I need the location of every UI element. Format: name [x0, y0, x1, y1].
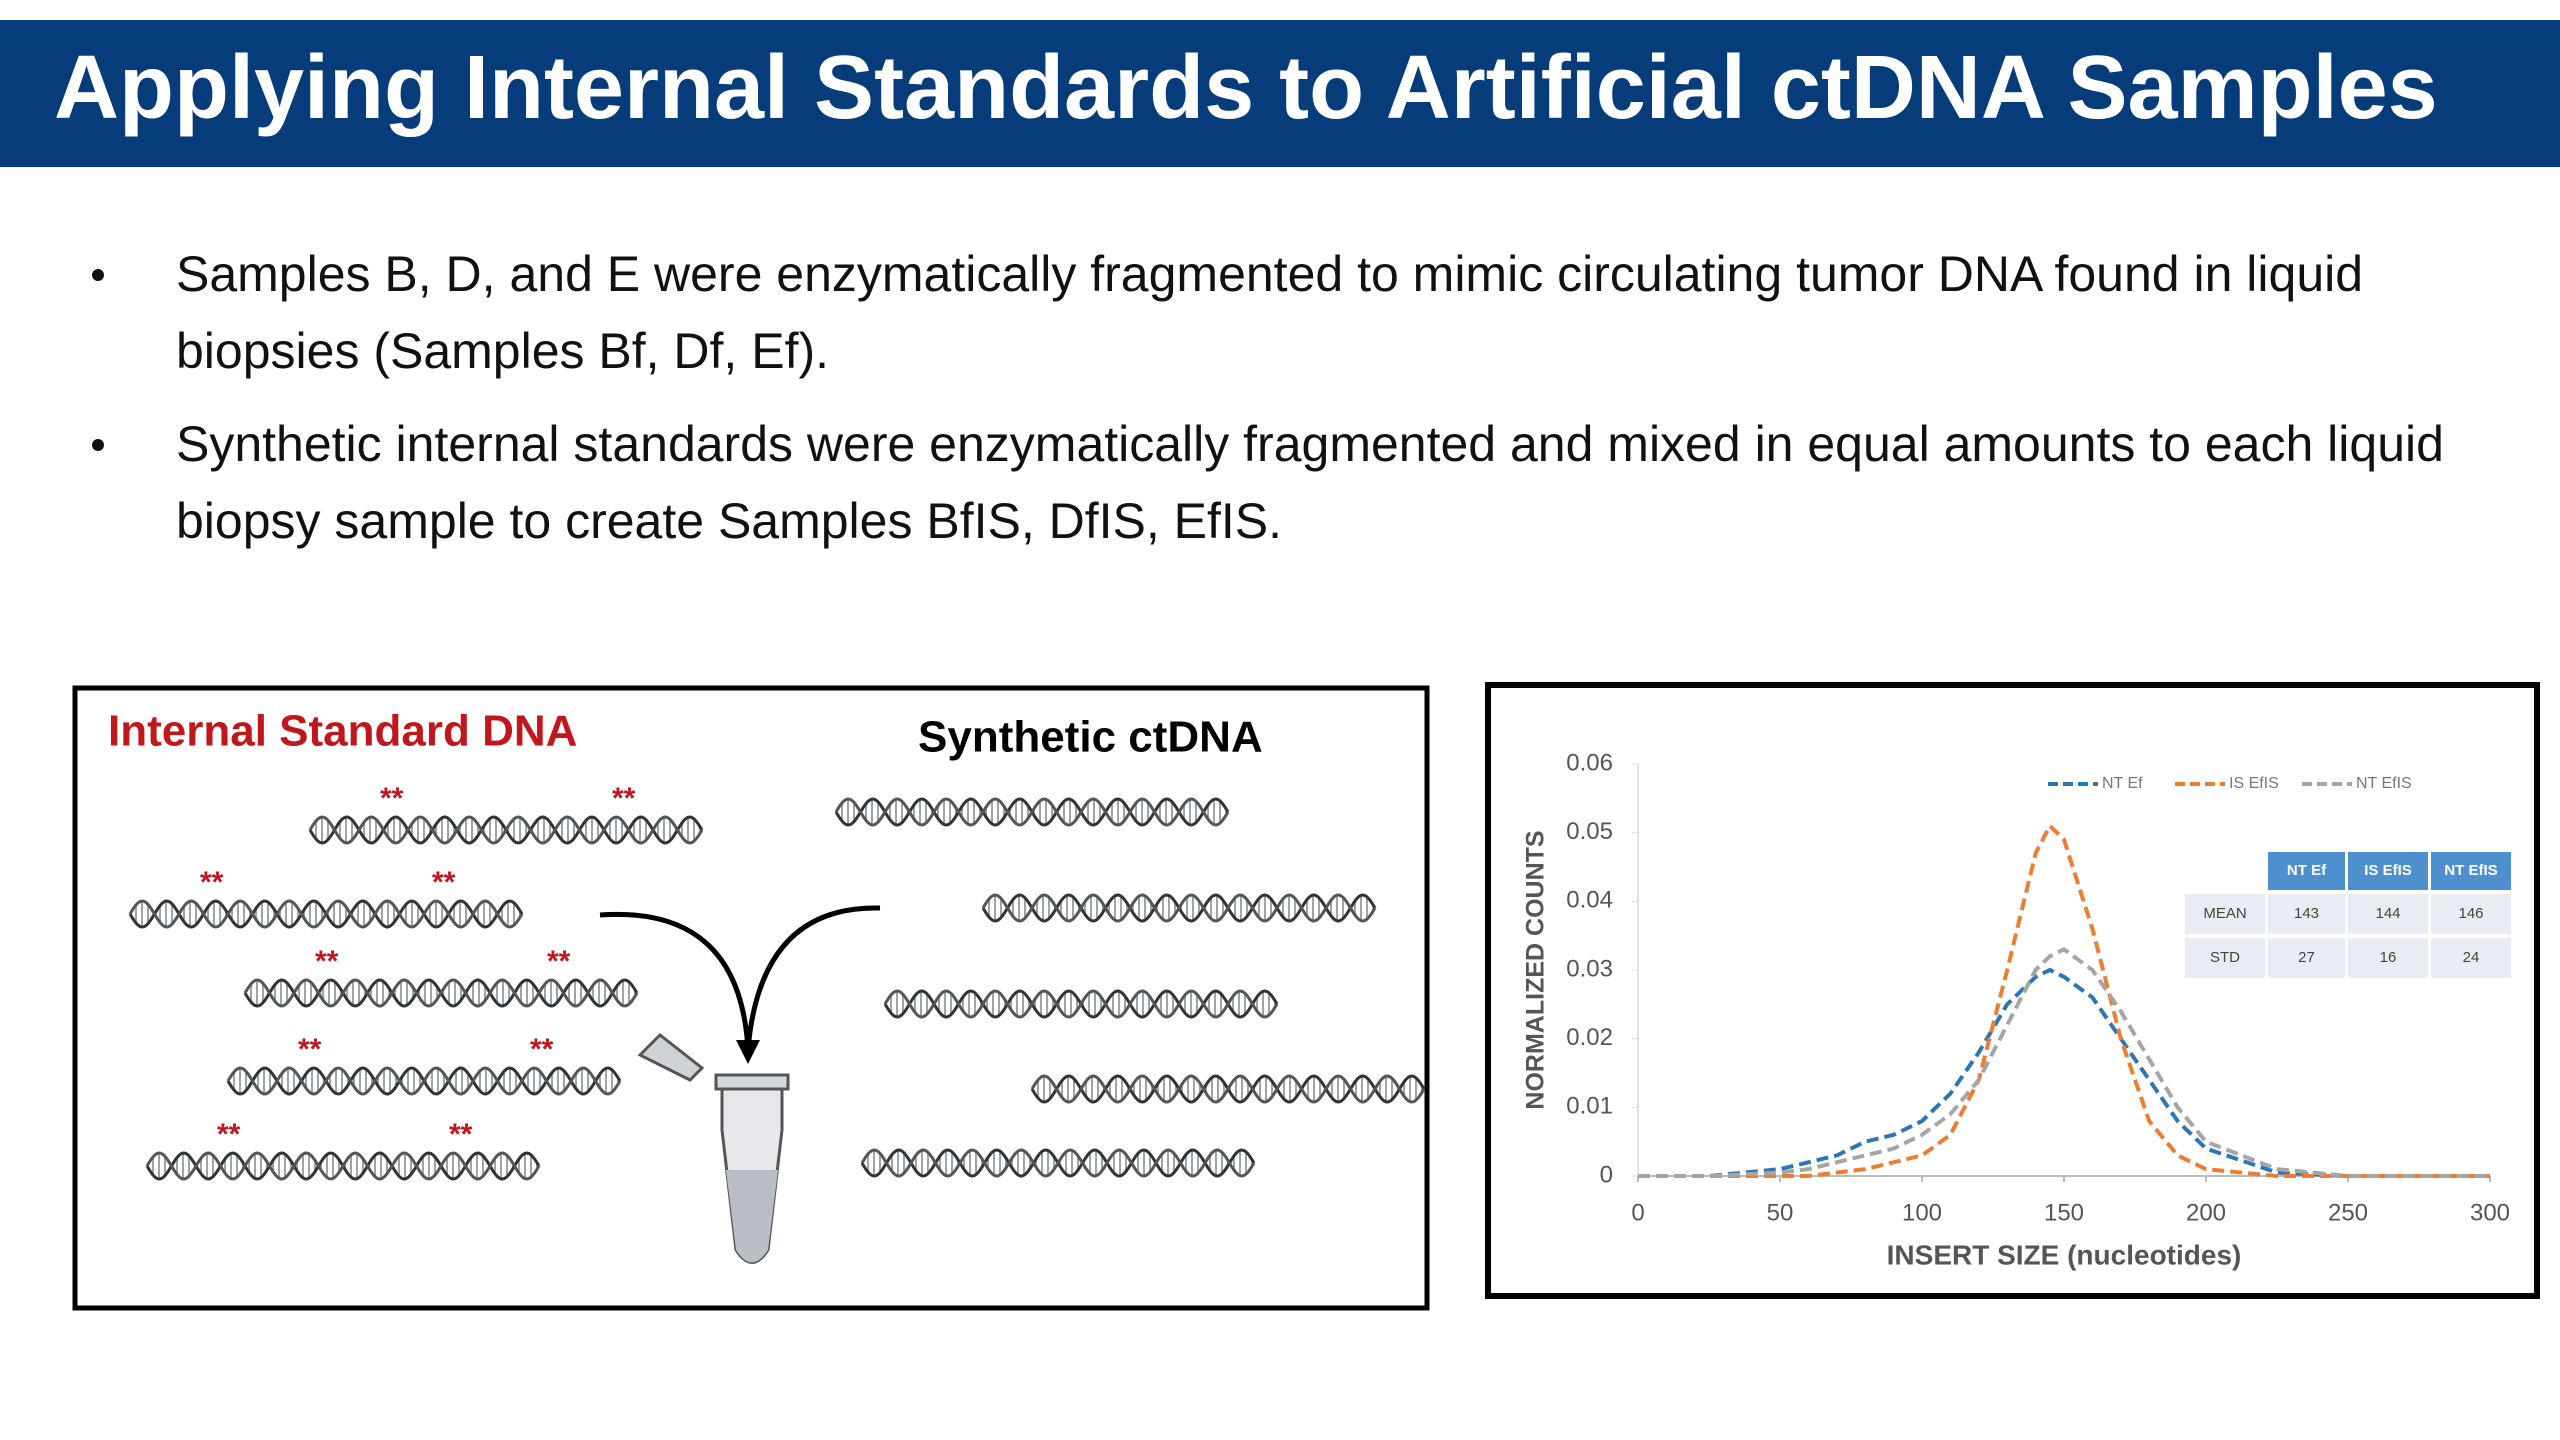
dna-helix: [243, 978, 639, 1008]
mod-marker: **: [200, 866, 224, 899]
dna-helix: [1030, 1074, 1426, 1104]
dna-helix: [860, 1148, 1256, 1178]
helix-strand: [145, 1151, 541, 1181]
table-cell-text: 27: [2298, 949, 2315, 966]
y-tick-label: 0: [1600, 1161, 1613, 1188]
table-header-cell: [2431, 852, 2511, 890]
table-cell-text: 143: [2294, 905, 2319, 922]
table-cell: [2268, 938, 2345, 978]
helix-strand: [308, 815, 704, 845]
table-cell: [2348, 894, 2428, 934]
table-cell: [2268, 894, 2345, 934]
table-cell: [2185, 938, 2265, 978]
table-cell-text: 16: [2380, 949, 2397, 966]
x-tick-label: 300: [2470, 1199, 2510, 1226]
y-tick-label: 0.06: [1566, 749, 1613, 776]
legend-label: NT EfIS: [2356, 775, 2412, 792]
series-line: [1638, 967, 2490, 1178]
legend-label: NT Ef: [2102, 775, 2143, 792]
helix-strand: [860, 1148, 1256, 1178]
series-line: [1638, 947, 2490, 1178]
dna-helix: [834, 797, 1230, 827]
x-tick-label: 50: [1767, 1199, 1794, 1226]
mod-marker: **: [432, 866, 456, 899]
x-tick-label: 100: [1902, 1199, 1942, 1226]
table-cell-text: 24: [2463, 949, 2480, 966]
helix-strand: [128, 899, 524, 929]
tube: [637, 1032, 790, 1264]
helix-strand: [226, 1066, 622, 1096]
mod-marker: **: [612, 782, 636, 815]
x-tick-label: 150: [2044, 1199, 2084, 1226]
table-cell: [2431, 938, 2511, 978]
x-tick-label: 0: [1631, 1199, 1644, 1226]
bullet: Samples B, D, and E were enzymatically f…: [92, 236, 2476, 390]
table-cell-text: 146: [2458, 905, 2483, 922]
table-header-cell: [2268, 852, 2345, 890]
dna-helix: [308, 815, 704, 845]
table-header-text: NT EfIS: [2444, 862, 2497, 879]
table-header-text: IS EfIS: [2364, 862, 2412, 879]
y-tick-label: 0.02: [1566, 1024, 1613, 1051]
y-tick-label: 0.01: [1566, 1093, 1613, 1120]
left-label: Internal Standard DNA: [108, 707, 577, 756]
x-tick-label: 200: [2186, 1199, 2226, 1226]
mod-marker: **: [530, 1033, 554, 1066]
table-header-cell: [2348, 852, 2428, 890]
series-line: [1638, 822, 2490, 1178]
dna-helix: [883, 989, 1279, 1019]
y-tick-label: 0.03: [1566, 955, 1613, 982]
bullet-list: Samples B, D, and E were enzymatically f…: [92, 236, 2476, 576]
title-bar: [0, 20, 2560, 167]
table-cell-text: MEAN: [2203, 905, 2246, 922]
dna-helix: [981, 893, 1377, 923]
table-header-text: NT Ef: [2287, 862, 2327, 879]
helix-strand: [883, 989, 1279, 1019]
table-cell: [2185, 894, 2265, 934]
table-cell-text: STD: [2210, 949, 2240, 966]
mod-marker: **: [315, 945, 339, 978]
bullet: Synthetic internal standards were enzyma…: [92, 406, 2476, 560]
x-tick-label: 250: [2328, 1199, 2368, 1226]
mod-marker: **: [380, 782, 404, 815]
legend-label: IS EfIS: [2229, 775, 2279, 792]
x-axis-title: INSERT SIZE (nucleotides): [1887, 1239, 2242, 1270]
table-cell: [2431, 894, 2511, 934]
helix-strand: [243, 978, 639, 1008]
dna-helix: [145, 1151, 541, 1181]
chart-frame: [1485, 682, 2540, 1299]
helix-strand: [981, 893, 1377, 923]
right-label: Synthetic ctDNA: [918, 713, 1263, 762]
dna-helix: [128, 899, 524, 929]
y-axis-title: NORMALIZED COUNTS: [1522, 830, 1550, 1109]
dna-helix: [226, 1066, 622, 1096]
table-cell-text: 144: [2375, 905, 2400, 922]
mod-marker: **: [449, 1118, 473, 1151]
slide-title: Applying Internal Standards to Artificia…: [54, 38, 2438, 138]
mod-marker: **: [298, 1033, 322, 1066]
y-tick-label: 0.04: [1566, 887, 1613, 914]
mod-marker: **: [547, 945, 571, 978]
helix-strand: [1030, 1074, 1426, 1104]
y-tick-label: 0.05: [1566, 818, 1613, 845]
mod-marker: **: [217, 1118, 241, 1151]
arrow-head: [736, 1040, 760, 1064]
table-cell: [2348, 938, 2428, 978]
helix-strand: [834, 797, 1230, 827]
